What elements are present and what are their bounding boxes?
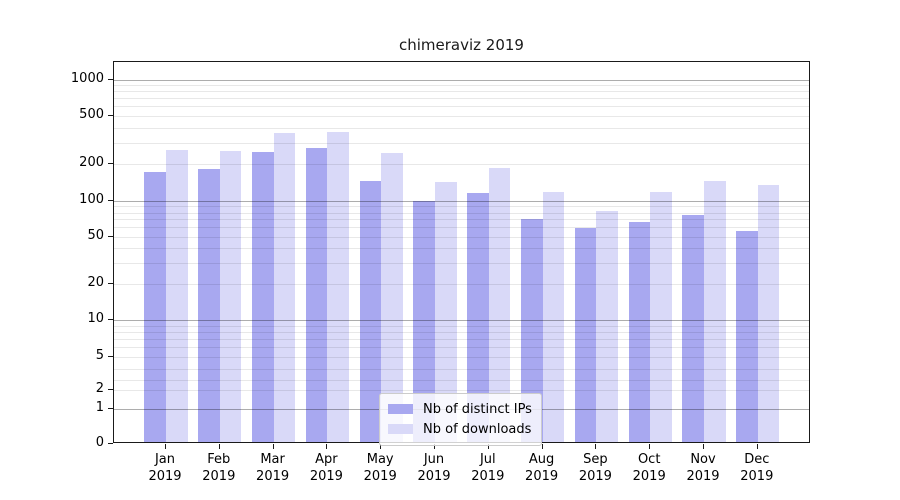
- legend: Nb of distinct IPs Nb of downloads: [379, 393, 542, 446]
- x-tick-mark: [703, 444, 704, 449]
- bar-downloads-aug: [542, 192, 565, 442]
- plot-area: Nb of distinct IPs Nb of downloads: [113, 61, 810, 446]
- bar-downloads-sep: [596, 210, 619, 442]
- x-tick-mark: [434, 444, 435, 449]
- y-tick-label-0: 0: [95, 435, 104, 450]
- x-tick-label-sep: Sep 2019: [578, 452, 612, 484]
- y-tick-mark: [108, 283, 113, 285]
- bar-downloads-jan: [166, 150, 188, 442]
- bar-distinct-ips-sep: [574, 228, 597, 442]
- x-tick-mark: [487, 444, 489, 449]
- y-tick-mark: [108, 200, 113, 201]
- bar-downloads-feb: [219, 150, 242, 442]
- y-tick-label-1000: 1000: [70, 70, 104, 86]
- x-tick-label-feb: Feb 2019: [202, 452, 236, 484]
- bar-distinct-ips-may: [359, 180, 382, 442]
- bar-distinct-ips-oct: [628, 222, 651, 442]
- bar-distinct-ips-jan: [144, 171, 166, 442]
- x-tick-label-jul: Jul 2019: [471, 452, 505, 484]
- x-tick-label-oct: Oct 2019: [632, 452, 666, 484]
- x-tick-mark: [595, 444, 597, 449]
- bar-distinct-ips-apr: [305, 147, 328, 442]
- bar-distinct-ips-dec: [736, 230, 758, 442]
- bar-downloads-apr: [327, 131, 350, 442]
- bar-distinct-ips-nov: [682, 214, 704, 442]
- y-tick-label-20: 20: [87, 275, 104, 291]
- x-tick-label-jun: Jun 2019: [417, 452, 451, 484]
- y-tick-mark: [108, 443, 113, 444]
- legend-row-distinct-ips: Nb of distinct IPs: [388, 399, 532, 419]
- y-tick-label-2: 2: [95, 381, 104, 396]
- x-tick-mark: [272, 444, 274, 449]
- x-tick-mark: [649, 444, 651, 449]
- legend-row-downloads: Nb of downloads: [388, 419, 532, 439]
- x-tick-mark: [380, 444, 382, 449]
- bar-downloads-oct: [650, 191, 672, 442]
- x-tick-label-mar: Mar 2019: [256, 452, 290, 484]
- y-tick-mark: [108, 319, 113, 320]
- y-tick-mark: [108, 115, 113, 117]
- y-tick-label-200: 200: [79, 155, 104, 171]
- y-tick-label-50: 50: [87, 227, 104, 243]
- y-tick-mark: [108, 163, 113, 165]
- legend-label-distinct-ips: Nb of distinct IPs: [423, 401, 532, 417]
- y-tick-label-500: 500: [79, 107, 104, 123]
- bar-downloads-mar: [273, 132, 296, 442]
- y-tick-label-10: 10: [87, 311, 104, 326]
- bar-downloads-nov: [704, 180, 726, 442]
- x-tick-label-apr: Apr 2019: [309, 452, 343, 484]
- x-tick-mark: [756, 444, 758, 449]
- y-tick-mark: [108, 78, 113, 80]
- y-tick-mark: [108, 355, 113, 357]
- chart-title: chimeraviz 2019: [399, 36, 524, 54]
- bar-distinct-ips-aug: [520, 218, 543, 442]
- bar-distinct-ips-mar: [251, 151, 274, 442]
- y-tick-label-5: 5: [95, 347, 104, 363]
- y-tick-mark: [108, 407, 113, 409]
- x-tick-label-jan: Jan 2019: [148, 452, 182, 484]
- bar-downloads-dec: [757, 184, 780, 442]
- bar-distinct-ips-feb: [198, 168, 220, 442]
- bar-downloads-jul: [488, 168, 511, 442]
- x-tick-label-nov: Nov 2019: [686, 452, 720, 484]
- y-tick-mark: [108, 235, 113, 237]
- bar-distinct-ips-jun: [413, 201, 435, 442]
- y-tick-label-1: 1: [95, 399, 104, 415]
- legend-swatch-distinct-ips: [388, 404, 413, 414]
- bar-distinct-ips-jul: [467, 192, 489, 442]
- x-tick-label-may: May 2019: [363, 452, 397, 484]
- x-tick-mark: [326, 444, 328, 449]
- x-tick-mark: [165, 444, 166, 449]
- y-tick-label-100: 100: [79, 192, 104, 207]
- bar-downloads-jun: [435, 182, 457, 442]
- legend-label-downloads: Nb of downloads: [423, 421, 532, 437]
- y-tick-mark: [108, 389, 113, 390]
- x-tick-label-aug: Aug 2019: [525, 452, 559, 484]
- legend-swatch-downloads: [388, 424, 413, 434]
- x-tick-label-dec: Dec 2019: [740, 452, 774, 484]
- bar-downloads-may: [381, 152, 403, 442]
- bars-layer: [114, 62, 809, 442]
- x-tick-mark: [218, 444, 220, 449]
- x-tick-mark: [541, 444, 543, 449]
